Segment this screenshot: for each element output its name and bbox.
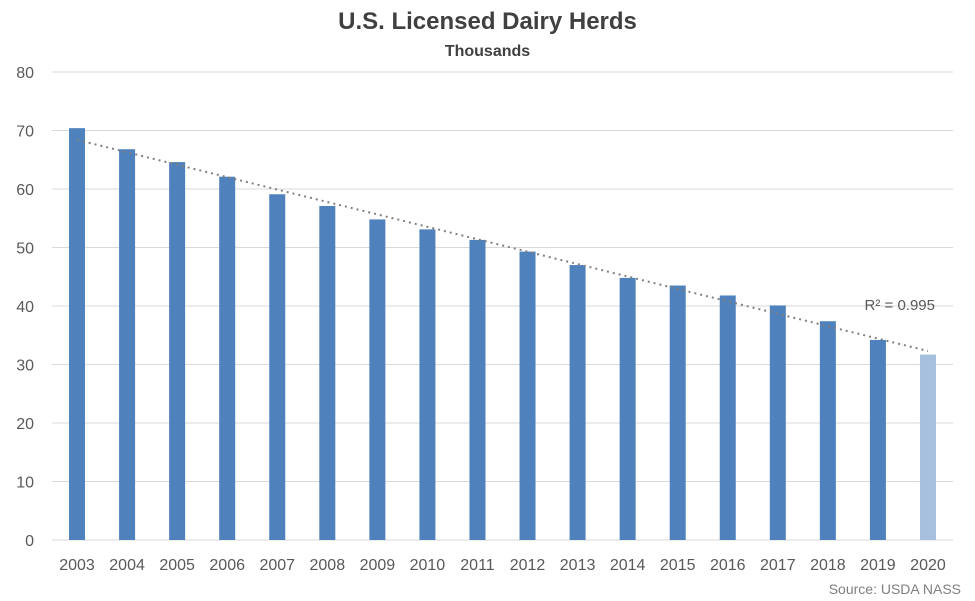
x-tick-label: 2007 (259, 557, 295, 574)
bar (619, 277, 636, 540)
bar (569, 265, 586, 540)
x-tick-label: 2019 (860, 557, 896, 574)
bar (119, 149, 136, 540)
bar (219, 176, 236, 540)
x-tick-label: 2015 (660, 557, 696, 574)
r-squared-label: R² = 0.995 (865, 297, 935, 314)
y-tick-label: 60 (16, 182, 34, 199)
y-tick-label: 70 (16, 124, 34, 141)
bar (719, 295, 736, 540)
x-tick-label: 2003 (59, 557, 95, 574)
gridlines (52, 71, 953, 541)
bar (169, 162, 186, 540)
bars (69, 128, 936, 541)
x-tick-label: 2008 (310, 557, 346, 574)
bar (519, 251, 536, 540)
x-tick-label: 2004 (109, 557, 145, 574)
x-tick-label: 2017 (760, 557, 796, 574)
y-tick-label: 50 (16, 241, 34, 258)
x-tick-label: 2020 (910, 557, 946, 574)
x-tick-label: 2010 (410, 557, 446, 574)
x-tick-label: 2016 (710, 557, 746, 574)
x-axis-ticks: 2003 2004 2005 2006 2007 2008 2009 2010 2011 2012… (59, 557, 946, 574)
y-tick-label: 30 (16, 358, 34, 375)
chart-subtitle: Thousands (444, 43, 531, 60)
y-tick-label: 20 (16, 416, 34, 433)
trendline (76, 138, 929, 353)
bar (319, 205, 336, 540)
x-tick-label: 2009 (360, 557, 396, 574)
x-tick-label: 2006 (209, 557, 245, 574)
y-tick-label: 10 (16, 475, 34, 492)
x-tick-label: 2011 (460, 557, 495, 574)
y-tick-label: 0 (25, 533, 34, 550)
bar (669, 285, 686, 540)
bar (369, 219, 386, 541)
y-tick-label: 40 (16, 299, 34, 316)
bar (769, 305, 786, 540)
y-tick-label: 80 (16, 65, 34, 82)
bar (269, 194, 286, 540)
x-tick-label: 2005 (159, 557, 195, 574)
x-tick-label: 2013 (560, 557, 596, 574)
chart-title: U.S. Licensed Dairy Herds (338, 8, 637, 35)
bar (69, 128, 86, 540)
bar (869, 339, 886, 540)
bar (419, 229, 436, 541)
bar (819, 321, 836, 540)
x-tick-label: 2012 (510, 557, 546, 574)
x-tick-label: 2014 (610, 557, 646, 574)
source-note: Source: USDA NASS (828, 581, 961, 597)
y-axis-ticks: 0 10 20 30 40 50 60 70 80 (16, 65, 34, 550)
bar (469, 239, 486, 540)
bar (919, 354, 936, 540)
x-tick-label: 2018 (810, 557, 846, 574)
